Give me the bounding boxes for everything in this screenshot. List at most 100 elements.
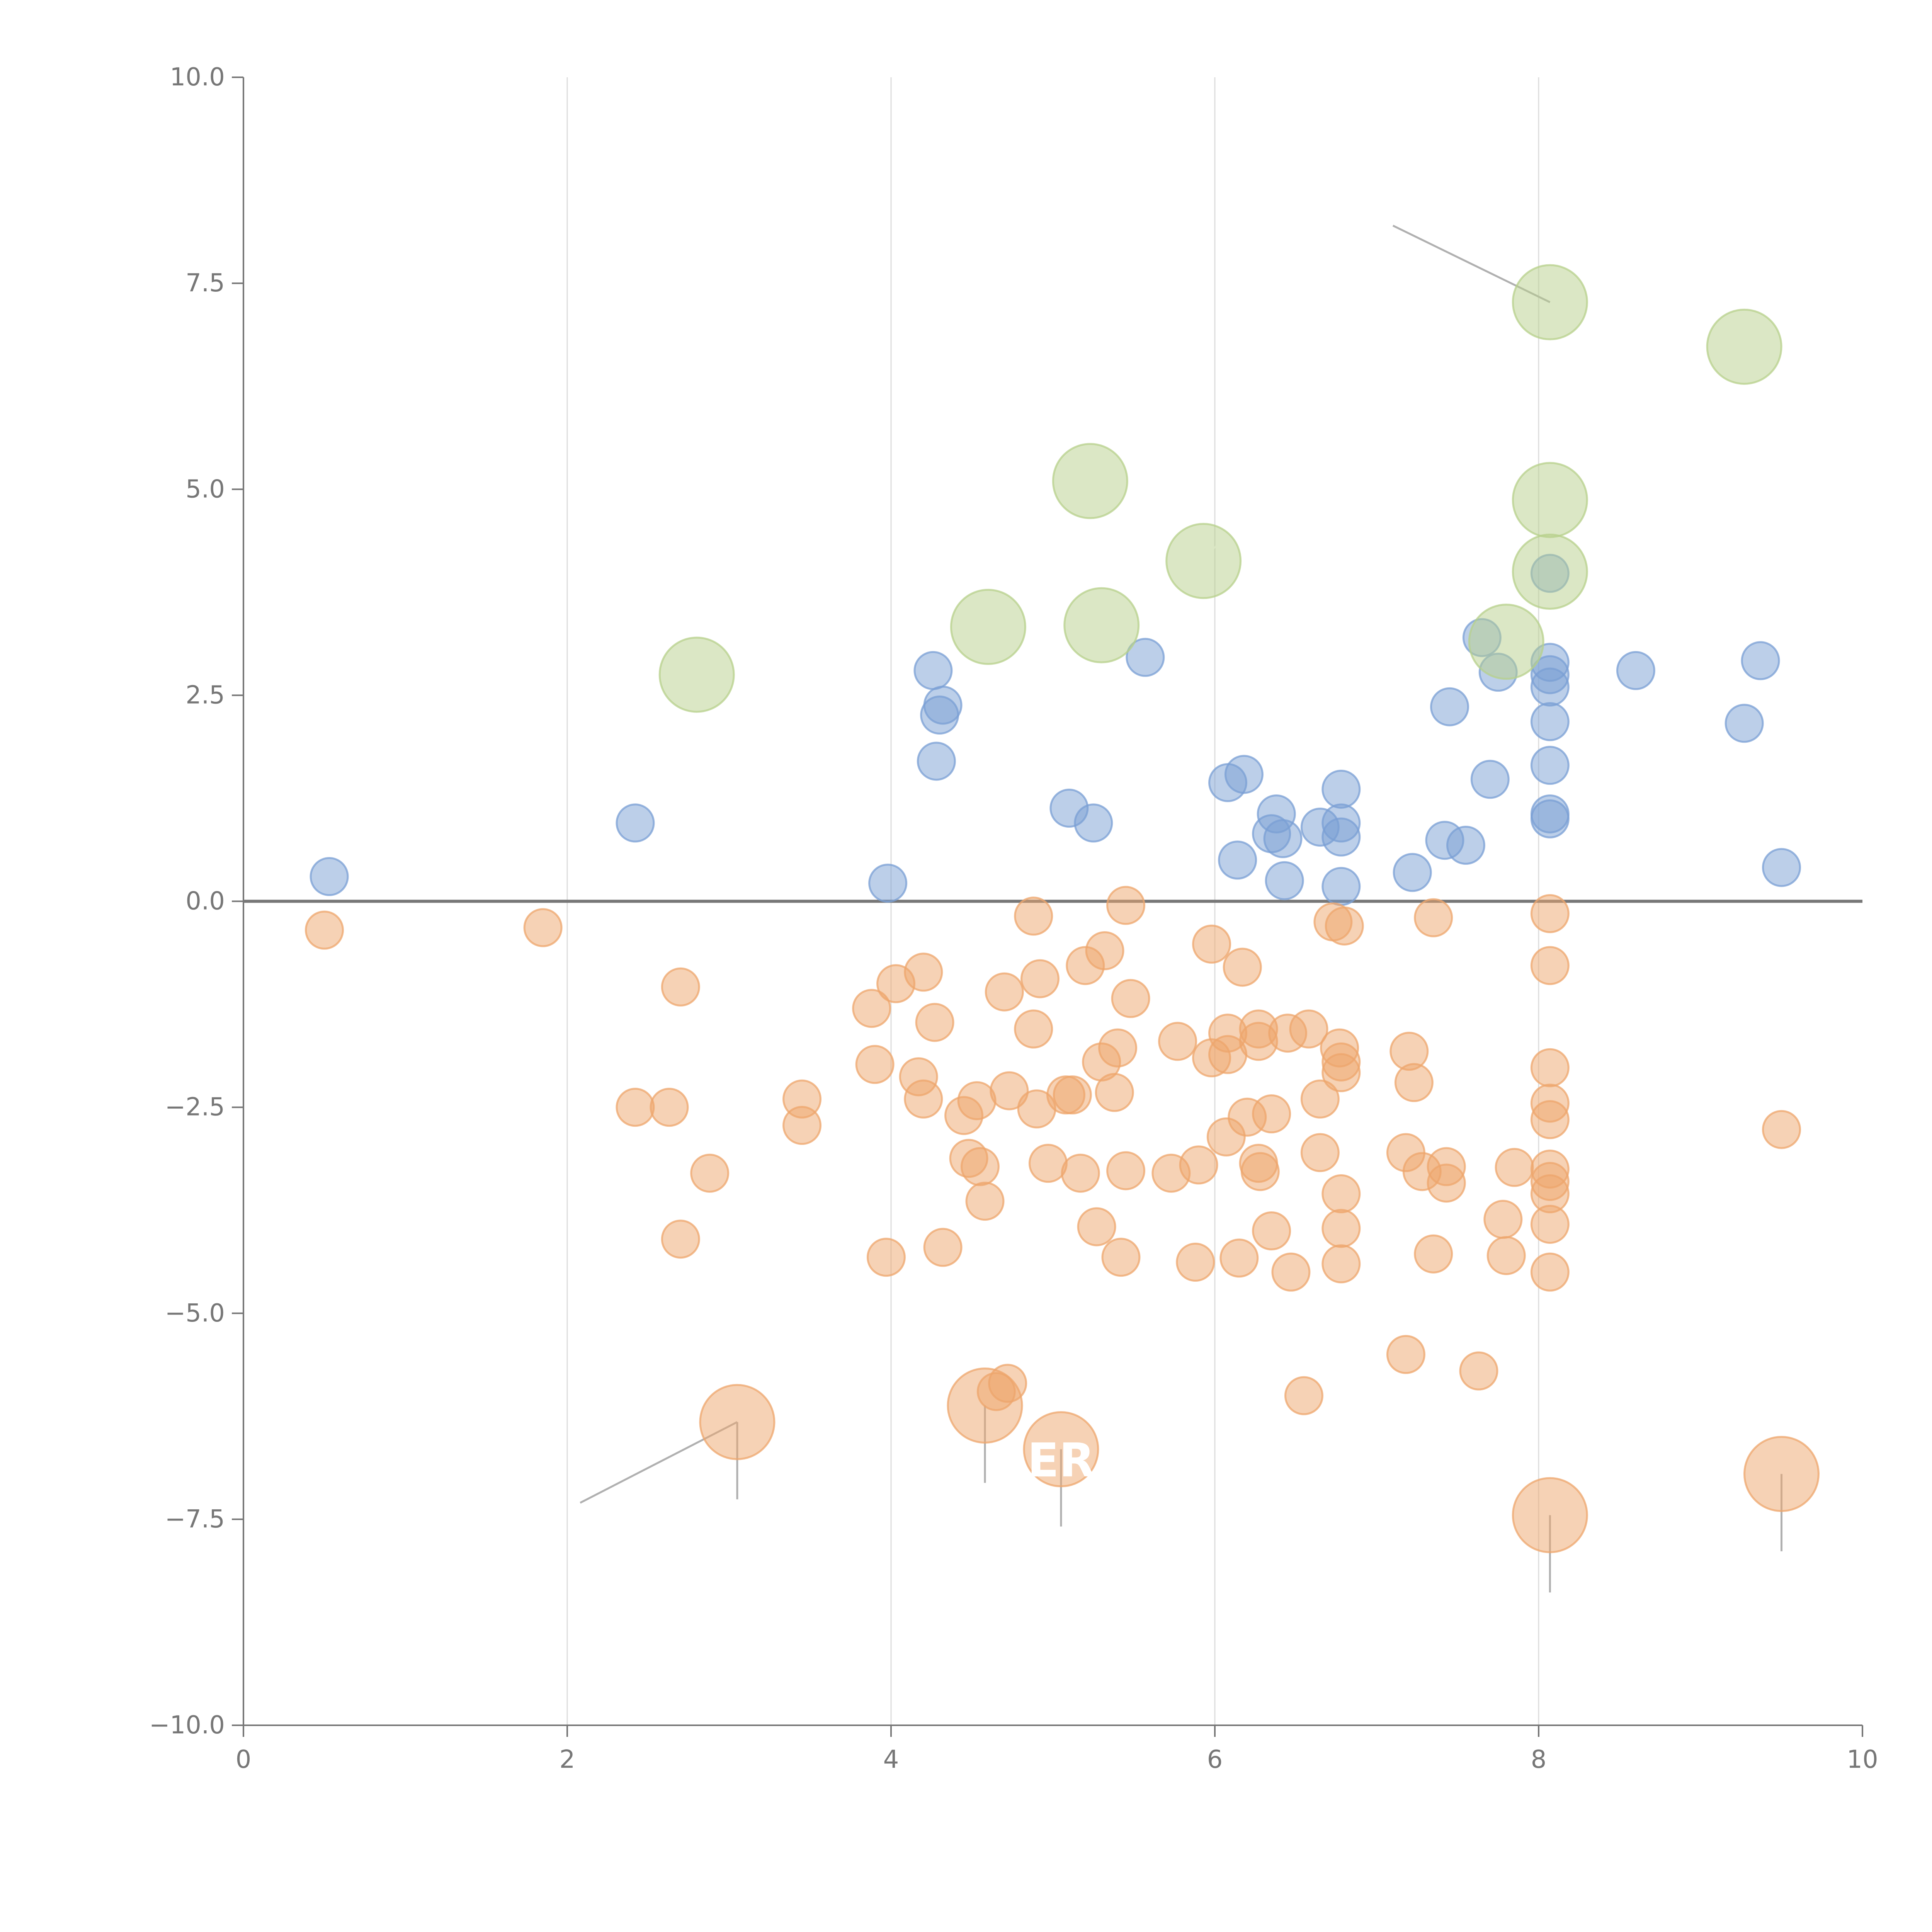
- y-tick-label: −5.0: [165, 1299, 225, 1328]
- bubble-labeled-positive: [1052, 443, 1128, 519]
- bubble-negative: [1284, 1376, 1323, 1415]
- bubble-labeled-positive: [1512, 534, 1588, 610]
- x-tick-label: 6: [1207, 1745, 1223, 1774]
- bubble-negative: [661, 967, 700, 1007]
- bubble-labeled-positive: [1468, 604, 1544, 680]
- bubble-negative: [1085, 931, 1124, 970]
- bubble-negative: [650, 1088, 689, 1127]
- bubble-negative: [1427, 1163, 1466, 1203]
- bubble-labeled-negative: [1743, 1436, 1820, 1512]
- bubble-labeled-negative: [947, 1367, 1023, 1444]
- bubble-negative: [1077, 1207, 1116, 1247]
- bubble-negative: [1495, 1148, 1534, 1187]
- bubble-negative: [1321, 1053, 1361, 1092]
- bubble-negative: [1321, 1244, 1361, 1284]
- y-tick-label: −2.5: [165, 1093, 225, 1122]
- bubble-negative: [1321, 1174, 1361, 1214]
- bubble-positive: [1741, 641, 1780, 680]
- bubble-labeled-positive: [1512, 462, 1588, 538]
- leader-lines: [580, 224, 1782, 1593]
- x-tick-label: 8: [1531, 1745, 1547, 1774]
- bubble-negative: [1240, 1152, 1280, 1191]
- bubble-positive: [1321, 867, 1361, 906]
- bubble-positive: [1218, 840, 1257, 880]
- bubble-negative: [1014, 1009, 1053, 1049]
- bubble-negative: [1252, 1094, 1291, 1134]
- bubble-negative: [855, 1045, 895, 1084]
- bubble-negative: [1300, 1133, 1340, 1172]
- bubble-negative: [1095, 1073, 1134, 1112]
- bubble-negative: [1386, 1335, 1425, 1374]
- bubble-positive: [1126, 638, 1165, 677]
- bubble-negative: [985, 972, 1024, 1012]
- bubble-negative: [1530, 1048, 1570, 1087]
- bubble-negative: [1483, 1200, 1523, 1239]
- y-tick-label: −7.5: [165, 1505, 225, 1534]
- bubble-labeled-positive: [1165, 523, 1242, 599]
- bubble-negative: [1020, 959, 1060, 998]
- bubble-negative: [915, 1003, 954, 1042]
- bubble-negative: [1486, 1236, 1526, 1275]
- bubble-negative: [1219, 1238, 1259, 1278]
- bubble-positive: [1074, 803, 1113, 843]
- bubble-negative: [1179, 1145, 1218, 1185]
- bubble-negative: [852, 989, 891, 1028]
- bubble-positive: [868, 864, 908, 903]
- bubble-negative: [957, 1081, 997, 1121]
- bubble-negative: [960, 1147, 1000, 1186]
- bubble-positive: [913, 651, 953, 690]
- bubble-negative: [305, 910, 344, 950]
- x-tick-label: 0: [236, 1745, 252, 1774]
- bubble-negative: [782, 1106, 822, 1145]
- bubble-positive: [1470, 760, 1510, 799]
- bubble-negative: [1098, 1028, 1138, 1068]
- axes: 10.0 7.5 5.0 2.5 0.0 −2.5 −5.0 −7.5 −10.0 0 2 4 6 8 10: [149, 63, 1878, 1774]
- y-tick-label: 5.0: [185, 475, 225, 503]
- bubble-negative: [965, 1182, 1005, 1221]
- bubble-labels: ER: [1027, 1434, 1095, 1488]
- bubble-negative: [1459, 1351, 1498, 1391]
- bubble-positive: [310, 857, 349, 896]
- bubble-positive: [1321, 817, 1361, 857]
- bubble-labeled-negative: [1023, 1411, 1099, 1488]
- bubble-negative: [1192, 924, 1231, 964]
- bubble-positive: [1530, 799, 1570, 838]
- bubble-negative: [1530, 1100, 1570, 1139]
- bubble-labeled-negative: [1512, 1477, 1588, 1553]
- bubble-negative: [523, 908, 563, 947]
- bubble-labeled-positive: [1512, 264, 1588, 340]
- bubble-negative: [1271, 1252, 1311, 1292]
- bubble-negative: [990, 1071, 1029, 1111]
- bubble-positive: [1224, 755, 1264, 794]
- bubble-negative: [661, 1219, 700, 1259]
- y-tick-label: 0.0: [185, 887, 225, 916]
- bubble-positive: [1530, 746, 1570, 785]
- bubble-negative: [1530, 1204, 1570, 1244]
- bubble-negative: [1014, 896, 1053, 936]
- bubble-negative: [1289, 1009, 1328, 1049]
- y-tick-label: 2.5: [185, 681, 225, 709]
- bubble-labeled-negative: [699, 1384, 776, 1460]
- bubble-positive: [1263, 819, 1303, 858]
- y-tick-label: 10.0: [170, 63, 225, 92]
- bubble-negative: [1762, 1110, 1801, 1149]
- bubble-negative: [690, 1153, 730, 1193]
- bubble-negative: [616, 1088, 655, 1127]
- bubble-negative: [1053, 1075, 1092, 1115]
- bubble-negative: [1106, 886, 1146, 925]
- bubble-labeled-positive: [1706, 308, 1782, 385]
- bubble-negative: [1101, 1238, 1141, 1277]
- bubble-positive: [1446, 825, 1485, 865]
- bubble-labeled-positive: [658, 636, 735, 713]
- bubble-negative: [1394, 1063, 1434, 1102]
- bubble-negative: [904, 952, 943, 992]
- y-tick-label: 7.5: [185, 269, 225, 298]
- y-tick-label: −10.0: [149, 1711, 225, 1740]
- bubble-positive: [1762, 848, 1801, 887]
- bubble-positive: [1530, 702, 1570, 742]
- bubble-labeled-positive: [1063, 587, 1140, 663]
- bubbles: [305, 264, 1820, 1553]
- bubble-negative: [1106, 1151, 1146, 1190]
- bubble-positive: [1393, 853, 1432, 892]
- bubble-positive: [1616, 651, 1655, 690]
